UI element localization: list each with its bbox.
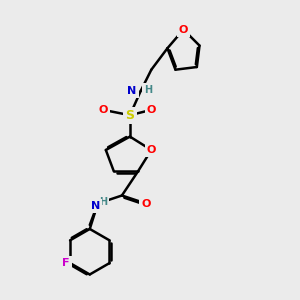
Text: O: O	[98, 105, 108, 115]
Text: O: O	[147, 145, 156, 155]
Text: N: N	[91, 201, 100, 211]
Text: O: O	[179, 25, 188, 34]
Text: O: O	[147, 105, 156, 115]
Text: H: H	[99, 197, 107, 207]
Text: F: F	[62, 258, 70, 268]
Text: N: N	[128, 86, 136, 96]
Text: H: H	[144, 85, 152, 95]
Text: O: O	[141, 199, 151, 208]
Text: S: S	[125, 109, 134, 122]
